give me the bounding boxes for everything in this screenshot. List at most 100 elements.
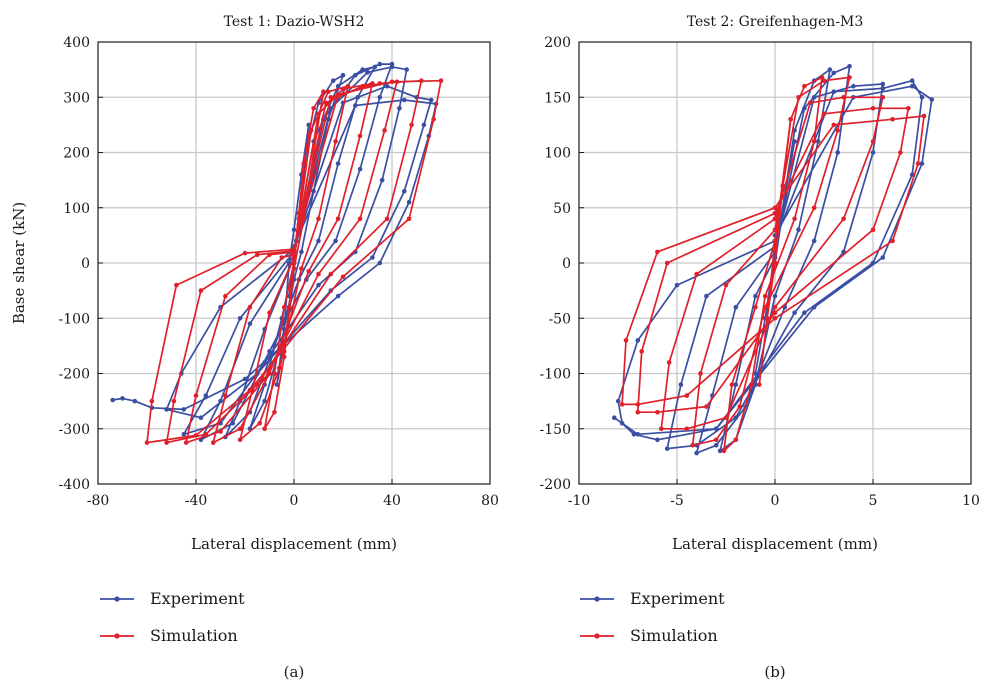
data-point [772,293,778,299]
data-point [851,83,856,89]
data-point [279,255,285,260]
legend-swatch-marker [594,633,600,639]
data-point [144,440,150,445]
data-point [704,404,709,409]
data-point [110,397,115,403]
data-point [664,260,670,266]
data-point [340,72,346,78]
data-point [694,450,699,456]
data-point [796,95,801,100]
data-point [890,238,895,244]
data-point [788,117,793,122]
x-tick-label: 0 [290,493,299,509]
data-point [404,67,410,72]
data-point [835,128,840,133]
data-point [291,266,297,271]
data-point [729,382,735,387]
data-point [704,293,709,299]
data-point [847,64,852,69]
data-point [384,216,390,222]
data-point [733,415,739,421]
series-line [185,80,398,444]
data-point [733,304,739,310]
data-point [193,433,199,438]
x-axis-label: Lateral displacement (mm) [191,535,397,553]
x-tick-label: -80 [87,493,110,509]
data-point [909,83,915,89]
data-point [237,316,243,321]
data-point [841,95,846,100]
data-point [811,139,817,144]
data-point [291,246,297,252]
data-point [880,86,886,91]
data-point [132,398,138,404]
legend-label: Experiment [630,589,725,608]
data-point [174,282,179,288]
data-point [316,271,321,277]
data-point [357,133,363,139]
data-point [335,92,341,97]
data-point [909,78,915,83]
data-point [247,321,253,327]
data-point [335,216,341,222]
subfigure-label: (a) [284,663,305,681]
data-point [870,150,876,155]
data-point [792,216,797,222]
data-point [890,117,895,122]
data-point [831,70,837,76]
data-point [377,260,383,266]
data-point [678,382,684,387]
data-point [340,274,346,280]
y-tick-label: 0 [81,256,90,272]
data-point [223,393,228,398]
y-tick-label: 400 [63,35,90,51]
y-tick-label: -150 [540,422,571,438]
data-point [267,310,272,316]
series-line [146,79,442,444]
data-point [831,89,837,94]
y-tick-label: -100 [59,311,90,327]
data-point [242,376,248,382]
data-point [281,354,287,360]
data-point [684,426,690,432]
data-point [612,415,617,421]
data-point [406,199,412,205]
data-point [321,89,326,94]
data-point [254,252,260,257]
data-point [915,161,921,166]
x-tick-label: -5 [670,493,684,509]
data-point [353,72,358,78]
data-point [291,227,297,233]
data-point [316,216,321,222]
data-point [811,205,817,211]
chart-b: -10 -5 0 5 10-200-150-100-50050100150200Test… [540,14,980,681]
data-point [698,371,703,376]
data-point [898,150,903,155]
data-point [635,338,641,343]
data-point [623,338,629,343]
data-point [802,83,807,89]
data-point [713,426,719,432]
data-point [272,409,277,415]
data-point [299,249,304,255]
data-point [406,216,412,222]
data-point [764,316,770,321]
data-point [721,448,727,454]
data-point [428,97,434,103]
legend-swatch-marker [114,633,120,639]
data-point [684,393,690,398]
data-point [164,440,169,445]
data-point [772,310,778,316]
data-point [379,177,385,183]
data-point [772,211,778,216]
data-point [733,437,739,443]
data-point [929,97,935,102]
data-point [723,282,729,288]
data-point [664,446,670,451]
data-point [272,371,277,376]
data-point [365,70,370,75]
data-point [870,106,876,111]
data-point [772,227,778,233]
y-tick-label: 300 [63,90,90,106]
